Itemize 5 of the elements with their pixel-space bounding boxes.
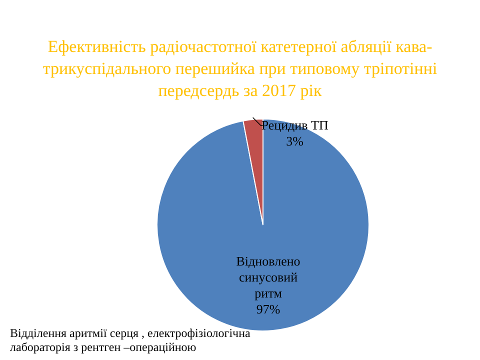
data-label: 3% [286,133,304,148]
text: Відділення аритмії серця , електрофізіологічна лабораторія з рентген –операційною [10,326,252,354]
data-label: 97% [256,301,280,316]
slice-label: Відновлено синусовий ритм [236,253,300,300]
chart-title: Ефективність радіочастотної катетерної абляції кава-трикуспідального перешийка при типовому тріпотінні передсердь за 2017 рік [42,36,438,102]
